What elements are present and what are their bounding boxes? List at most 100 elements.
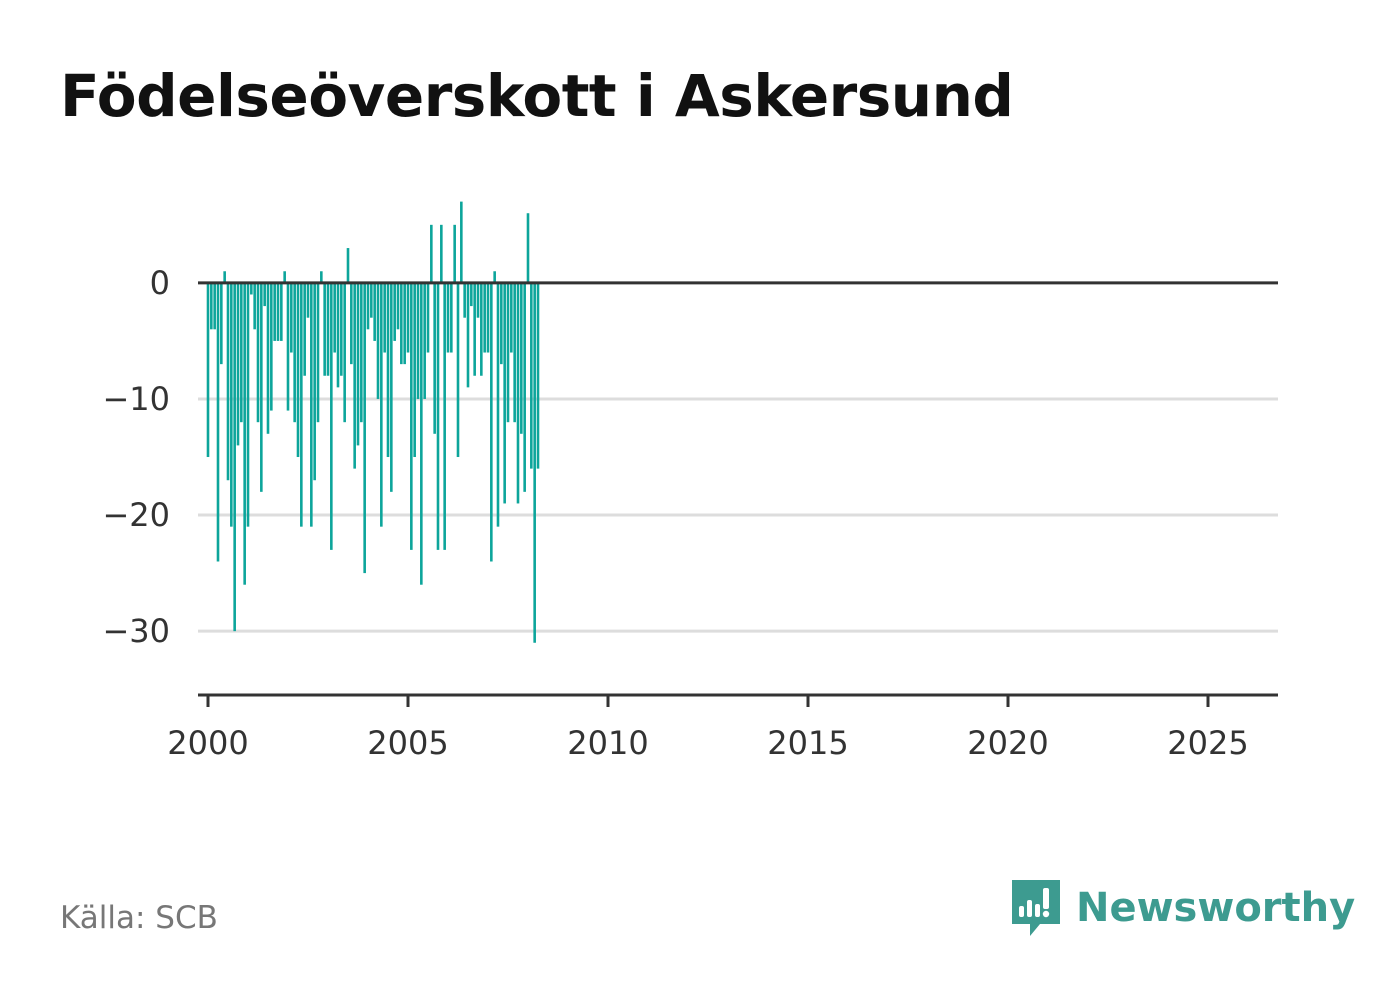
x-axis-ticks: 2000 2005 2010 2015 2020 2025 <box>167 695 1249 762</box>
bar <box>470 282 473 307</box>
bar <box>526 213 530 283</box>
bar <box>483 282 486 353</box>
bar <box>323 282 326 376</box>
bar <box>330 282 333 550</box>
bar <box>506 282 510 423</box>
bar <box>486 282 490 353</box>
bar <box>293 282 296 423</box>
bar <box>313 282 316 481</box>
bar <box>423 282 426 399</box>
bar <box>230 282 233 527</box>
bar <box>500 282 503 365</box>
bar <box>413 282 416 458</box>
bar <box>366 282 370 330</box>
bar <box>393 282 396 341</box>
source-note: Källa: SCB <box>60 900 218 936</box>
bar <box>236 282 240 446</box>
bar <box>340 282 343 376</box>
bar <box>283 271 286 283</box>
bar <box>450 282 453 353</box>
y-axis-labels: 0 −10 −20 −30 <box>102 264 170 650</box>
bar <box>480 282 483 376</box>
bar <box>420 282 423 585</box>
bar <box>396 282 400 330</box>
bar <box>523 282 526 492</box>
bar <box>443 282 446 550</box>
bar <box>360 282 363 423</box>
bar <box>410 282 413 550</box>
brand: Newsworthy <box>1010 878 1355 938</box>
bar <box>310 282 313 527</box>
bar <box>250 282 253 295</box>
bar <box>353 282 356 469</box>
bar <box>436 282 440 550</box>
bar <box>376 282 380 399</box>
x-tick-label: 2000 <box>167 724 248 762</box>
bar <box>320 271 323 283</box>
bar <box>243 282 246 585</box>
x-tick-label: 2005 <box>367 724 448 762</box>
bar <box>380 282 383 527</box>
bar <box>266 282 270 434</box>
bar <box>463 282 466 318</box>
bar <box>300 282 303 527</box>
bar <box>260 282 263 492</box>
bar <box>530 282 533 469</box>
bar <box>336 282 340 388</box>
bar <box>363 282 366 574</box>
bar <box>333 282 336 353</box>
bar <box>496 282 500 527</box>
bar <box>510 282 513 353</box>
bar <box>306 282 310 318</box>
bar <box>273 282 276 341</box>
bar <box>516 282 520 504</box>
bar <box>440 224 443 283</box>
bar <box>216 282 220 562</box>
chart-title: Födelseöverskott i Askersund <box>60 62 1014 130</box>
brand-name: Newsworthy <box>1076 885 1356 931</box>
bar <box>490 282 493 562</box>
x-tick-label: 2020 <box>967 724 1048 762</box>
grid-lines <box>198 397 1278 633</box>
bar <box>383 282 386 353</box>
x-tick-label: 2010 <box>567 724 648 762</box>
bar <box>520 282 523 434</box>
bar <box>286 282 290 411</box>
bar <box>240 282 243 423</box>
bar <box>473 282 476 376</box>
bar <box>433 282 436 434</box>
bar <box>280 282 283 341</box>
bar <box>253 282 256 330</box>
bar <box>356 282 360 446</box>
bar <box>386 282 390 458</box>
bar <box>326 282 330 376</box>
y-tick-label: −10 <box>102 380 170 418</box>
bar <box>403 282 406 365</box>
y-tick-label: −20 <box>102 496 170 534</box>
bar <box>533 282 536 643</box>
x-tick-label: 2015 <box>767 724 848 762</box>
bar <box>460 201 463 283</box>
bar <box>296 282 300 458</box>
bar <box>223 271 226 283</box>
bar <box>446 282 450 353</box>
newsworthy-logo-icon <box>1012 880 1060 936</box>
bar <box>503 282 506 504</box>
bar <box>256 282 260 423</box>
bar <box>513 282 516 423</box>
bar <box>346 248 350 283</box>
bar <box>476 282 480 318</box>
bar <box>270 282 273 411</box>
bar <box>390 282 393 492</box>
bar <box>493 271 496 283</box>
bar <box>263 282 266 307</box>
x-tick-label: 2025 <box>1167 724 1248 762</box>
bar <box>343 282 346 423</box>
bar <box>426 282 430 353</box>
y-tick-label: −30 <box>102 612 170 650</box>
bar <box>466 282 470 388</box>
bar <box>453 224 456 283</box>
bar <box>416 282 420 399</box>
bar <box>456 282 460 458</box>
